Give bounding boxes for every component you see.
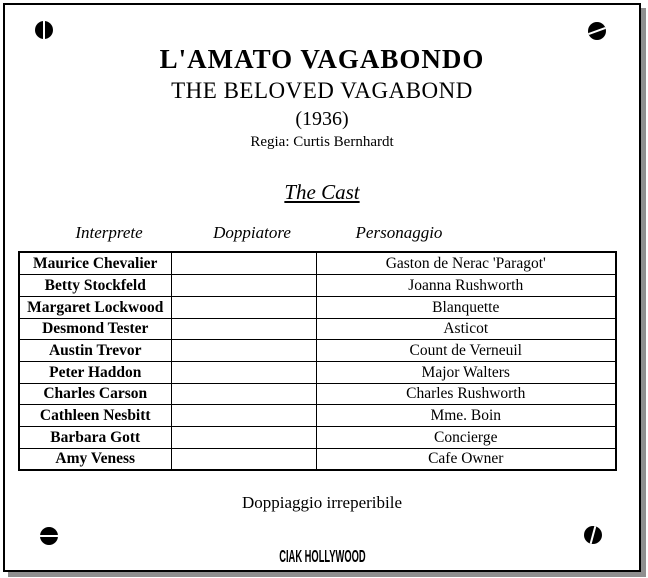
table-row: Barbara Gott Concierge (18, 425, 617, 449)
film-title-italian: L'AMATO VAGABONDO (159, 44, 485, 74)
table-row: Betty Stockfeld Joanna Rushworth (18, 274, 617, 297)
cell-doppiatore (170, 447, 317, 471)
cell-personaggio: Cafe Owner (315, 447, 617, 471)
cell-doppiatore (170, 317, 317, 341)
table-row: Charles Carson Charles Rushworth (18, 382, 617, 406)
table-row: Amy Veness Cafe Owner (18, 447, 617, 471)
cell-personaggio: Mme. Boin (315, 404, 617, 427)
table-row: Austin Trevor Count de Verneuil (18, 339, 617, 362)
cell-doppiatore (170, 274, 317, 297)
screw-icon-top-left (35, 21, 53, 39)
cell-interprete: Austin Trevor (18, 339, 172, 362)
cell-interprete: Betty Stockfeld (18, 274, 172, 297)
cell-interprete: Peter Haddon (18, 360, 172, 384)
cell-interprete: Maurice Chevalier (18, 251, 172, 276)
cell-interprete: Amy Veness (18, 447, 172, 471)
dubbing-note: Doppiaggio irreperibile (241, 493, 403, 513)
cell-personaggio: Gaston de Nerac 'Paragot' (315, 251, 617, 276)
cell-doppiatore (170, 425, 317, 449)
cell-personaggio: Major Walters (315, 360, 617, 384)
cell-doppiatore (170, 339, 317, 362)
cell-personaggio: Blanquette (315, 295, 617, 319)
cast-heading-text: The Cast (284, 179, 360, 204)
table-row: Margaret Lockwood Blanquette (18, 295, 617, 319)
cell-doppiatore (170, 360, 317, 384)
column-header-doppiatore: Doppiatore (213, 223, 291, 243)
ciak-hollywood-logo-text: CIAK HOLLYWOOD (278, 545, 366, 567)
table-row: Maurice Chevalier Gaston de Nerac 'Parag… (18, 251, 617, 276)
table-row: Desmond Tester Asticot (18, 317, 617, 341)
cell-doppiatore (170, 404, 317, 427)
cell-personaggio: Charles Rushworth (315, 382, 617, 406)
cast-section-heading: The Cast (5, 179, 639, 204)
screw-icon-bottom-right (584, 526, 602, 544)
film-title-original: THE BELOVED VAGABOND (171, 77, 473, 103)
cell-interprete: Barbara Gott (18, 425, 172, 449)
film-director: Regia: Curtis Bernhardt (250, 133, 394, 150)
cast-column-headers: Interprete Doppiatore Personaggio (5, 223, 639, 243)
cell-personaggio: Concierge (315, 425, 617, 449)
column-header-interprete: Interprete (75, 223, 143, 243)
cell-personaggio: Asticot (315, 317, 617, 341)
cell-interprete: Desmond Tester (18, 317, 172, 341)
cell-doppiatore (170, 251, 317, 276)
table-row: Cathleen Nesbitt Mme. Boin (18, 404, 617, 427)
film-year: (1936) (295, 107, 349, 130)
cell-interprete: Margaret Lockwood (18, 295, 172, 319)
cell-personaggio: Joanna Rushworth (315, 274, 617, 297)
title-card: L'AMATO VAGABONDO THE BELOVED VAGABOND (… (3, 3, 641, 572)
cell-personaggio: Count de Verneuil (315, 339, 617, 362)
ciak-hollywood-logo: CIAK HOLLYWOOD (5, 545, 639, 567)
cell-doppiatore (170, 382, 317, 406)
column-header-personaggio: Personaggio (355, 223, 443, 243)
cast-table: Maurice Chevalier Gaston de Nerac 'Parag… (18, 251, 617, 472)
cell-doppiatore (170, 295, 317, 319)
cell-interprete: Charles Carson (18, 382, 172, 406)
screw-icon-top-right (588, 22, 606, 40)
cell-interprete: Cathleen Nesbitt (18, 404, 172, 427)
table-row: Peter Haddon Major Walters (18, 360, 617, 384)
screw-icon-bottom-left (40, 527, 58, 545)
